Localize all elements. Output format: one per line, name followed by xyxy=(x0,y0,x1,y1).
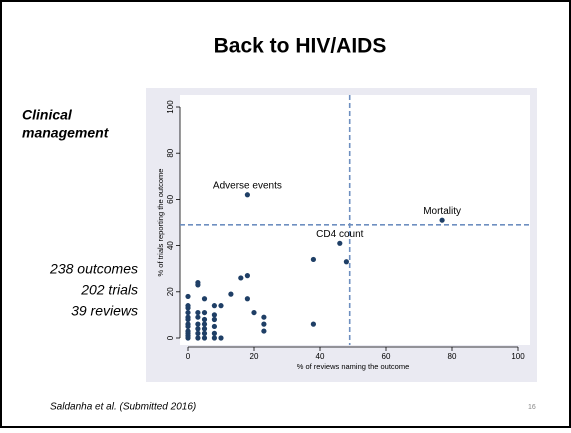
point xyxy=(185,303,191,309)
point xyxy=(343,259,349,265)
point xyxy=(439,217,445,223)
point xyxy=(244,273,250,279)
point xyxy=(218,335,224,341)
y-axis-label: % of trials reporting the outcome xyxy=(156,169,165,277)
point xyxy=(185,316,191,323)
section-label: Clinical xyxy=(22,107,73,123)
point xyxy=(211,335,217,341)
x-axis-label: % of reviews naming the outcome xyxy=(297,362,410,371)
point xyxy=(195,326,201,332)
point xyxy=(201,309,208,316)
point xyxy=(201,335,208,341)
x-tick-label: 0 xyxy=(186,352,191,361)
x-tick-label: 80 xyxy=(448,352,457,361)
page-number: 16 xyxy=(528,404,536,411)
point xyxy=(211,323,217,330)
point xyxy=(201,321,208,327)
point xyxy=(185,309,191,316)
stat: 39 reviews xyxy=(71,303,138,319)
point-label: Mortality xyxy=(423,206,461,217)
point xyxy=(337,240,343,246)
point xyxy=(195,330,201,336)
footer: Saldanha et al. (Submitted 2016) xyxy=(50,402,196,413)
y-tick-label: 80 xyxy=(166,148,175,157)
point xyxy=(211,303,217,309)
plot-area xyxy=(180,95,530,345)
point-label: CD4 count xyxy=(316,229,363,240)
point xyxy=(185,323,191,330)
point xyxy=(195,335,201,341)
point xyxy=(244,192,250,198)
x-tick-label: 20 xyxy=(250,352,259,361)
point xyxy=(211,316,217,323)
point xyxy=(201,330,208,336)
point-label: Adverse events xyxy=(213,180,282,191)
y-tick-label: 40 xyxy=(166,241,175,250)
point xyxy=(211,330,217,336)
point xyxy=(201,316,208,323)
point xyxy=(218,303,224,309)
point xyxy=(195,282,201,288)
point xyxy=(238,275,244,281)
point xyxy=(228,291,234,297)
point xyxy=(261,328,267,334)
point xyxy=(310,256,316,263)
x-tick-label: 40 xyxy=(316,352,325,361)
y-tick-label: 0 xyxy=(166,335,175,340)
point xyxy=(185,293,191,300)
stat: 238 outcomes xyxy=(49,261,138,277)
point xyxy=(261,321,267,327)
slide-title: Back to HIV/AIDS xyxy=(214,35,387,58)
x-tick-label: 60 xyxy=(382,352,391,361)
y-tick-label: 20 xyxy=(166,287,175,296)
point xyxy=(310,321,316,327)
point xyxy=(244,296,250,302)
point xyxy=(261,314,267,320)
point xyxy=(195,314,201,320)
point xyxy=(195,321,201,327)
point xyxy=(201,296,208,302)
point xyxy=(195,309,201,316)
stat: 202 trials xyxy=(80,282,138,298)
y-tick-label: 60 xyxy=(166,194,175,203)
x-tick-label: 100 xyxy=(511,352,525,361)
point xyxy=(251,309,257,316)
point xyxy=(185,335,191,341)
y-tick-label: 100 xyxy=(166,100,175,114)
point xyxy=(201,326,208,332)
section-label: management xyxy=(22,125,110,141)
point xyxy=(211,312,217,318)
